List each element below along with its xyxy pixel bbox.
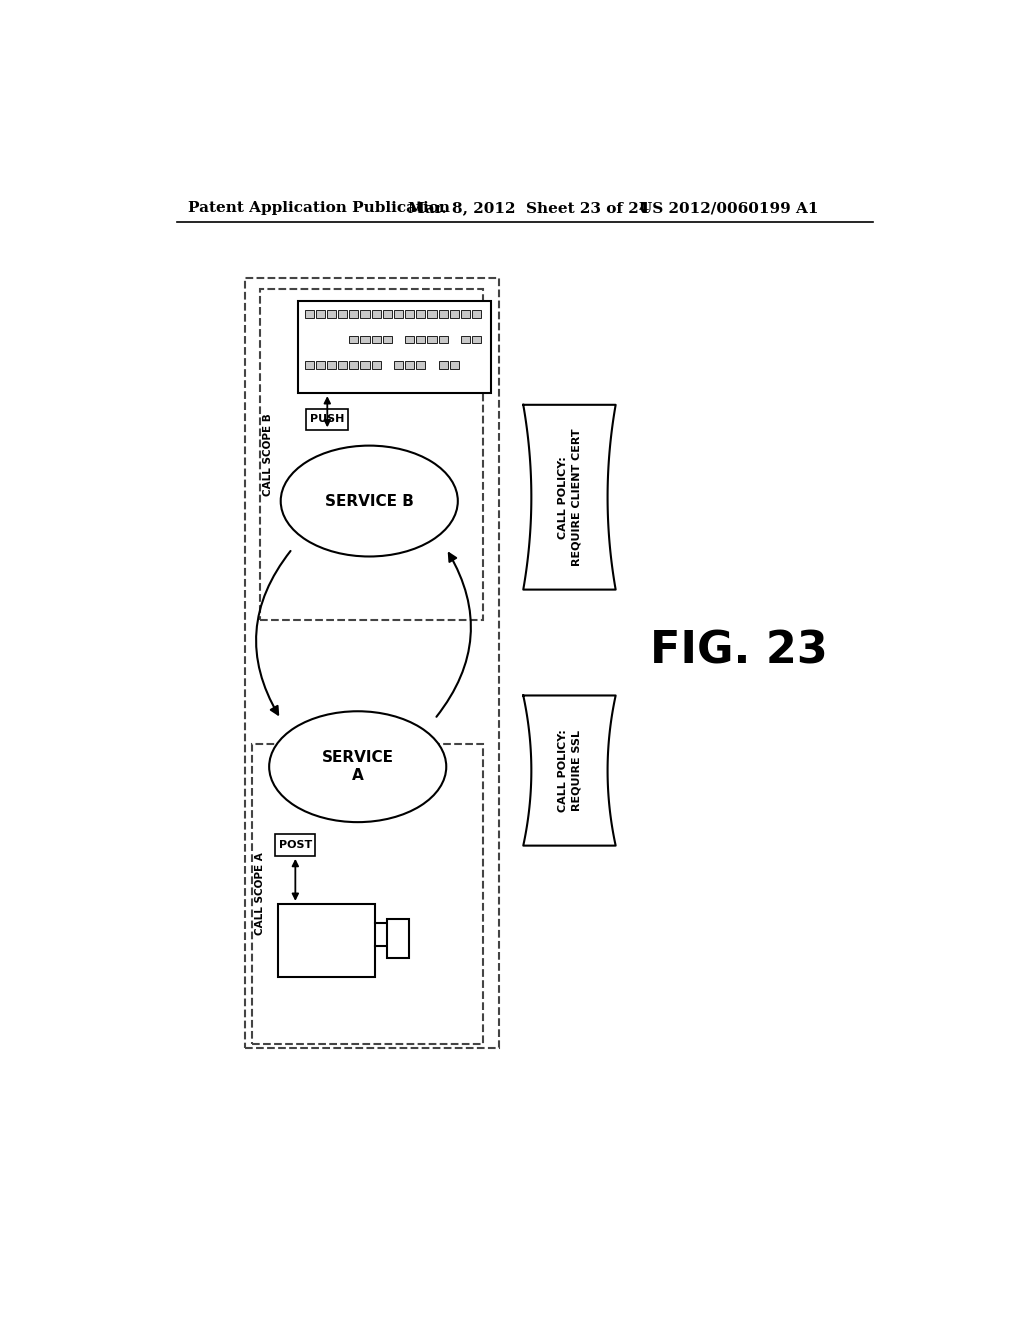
Text: FIG. 23: FIG. 23	[650, 630, 827, 673]
Bar	[360, 360, 370, 368]
Bar	[298, 301, 490, 393]
Text: CALL SCOPE B: CALL SCOPE B	[262, 413, 272, 496]
Bar	[394, 310, 403, 318]
Ellipse shape	[281, 446, 458, 557]
Text: Mar. 8, 2012  Sheet 23 of 24: Mar. 8, 2012 Sheet 23 of 24	[408, 202, 649, 215]
Bar	[450, 360, 459, 368]
Text: POST: POST	[279, 841, 312, 850]
Bar	[338, 310, 347, 318]
Bar	[245, 277, 499, 1048]
Bar	[349, 310, 358, 318]
Bar	[438, 335, 447, 343]
Bar	[427, 335, 436, 343]
Text: CALL SCOPE A: CALL SCOPE A	[255, 853, 265, 935]
Bar	[416, 310, 425, 318]
Text: SERVICE
A: SERVICE A	[322, 751, 393, 783]
Text: CALL POLICY:
REQUIRE CLIENT CERT: CALL POLICY: REQUIRE CLIENT CERT	[558, 429, 581, 566]
Bar	[315, 360, 325, 368]
Bar	[383, 310, 392, 318]
Bar	[304, 360, 313, 368]
Bar	[372, 360, 381, 368]
Bar	[406, 335, 415, 343]
Bar	[304, 310, 313, 318]
Bar	[450, 310, 459, 318]
Bar	[327, 360, 336, 368]
Bar	[406, 360, 415, 368]
Bar	[383, 335, 392, 343]
Bar	[260, 289, 483, 620]
Bar	[394, 360, 403, 368]
Bar	[315, 310, 325, 318]
Bar	[372, 335, 381, 343]
Bar	[372, 310, 381, 318]
Bar	[461, 335, 470, 343]
Polygon shape	[523, 405, 615, 590]
Ellipse shape	[269, 711, 446, 822]
Text: CALL POLICY:
REQUIRE SSL: CALL POLICY: REQUIRE SSL	[558, 729, 581, 812]
Bar	[275, 834, 315, 857]
Bar	[349, 360, 358, 368]
Bar	[416, 360, 425, 368]
Bar	[461, 310, 470, 318]
Bar	[279, 904, 375, 977]
Bar	[472, 335, 481, 343]
Text: Patent Application Publication: Patent Application Publication	[188, 202, 451, 215]
Bar	[360, 310, 370, 318]
Bar	[427, 310, 436, 318]
Bar	[406, 310, 415, 318]
Text: US 2012/0060199 A1: US 2012/0060199 A1	[639, 202, 818, 215]
Bar	[349, 335, 358, 343]
Bar	[306, 409, 348, 430]
Text: PUSH: PUSH	[310, 414, 344, 425]
Bar	[438, 360, 447, 368]
Polygon shape	[523, 696, 615, 846]
Bar	[327, 310, 336, 318]
Bar	[472, 310, 481, 318]
Bar	[387, 919, 409, 958]
FancyArrowPatch shape	[256, 550, 291, 714]
Text: SERVICE B: SERVICE B	[325, 494, 414, 508]
Bar	[416, 335, 425, 343]
Bar	[252, 743, 483, 1044]
FancyArrowPatch shape	[436, 553, 471, 717]
Bar	[338, 360, 347, 368]
Bar	[360, 335, 370, 343]
Bar	[438, 310, 447, 318]
